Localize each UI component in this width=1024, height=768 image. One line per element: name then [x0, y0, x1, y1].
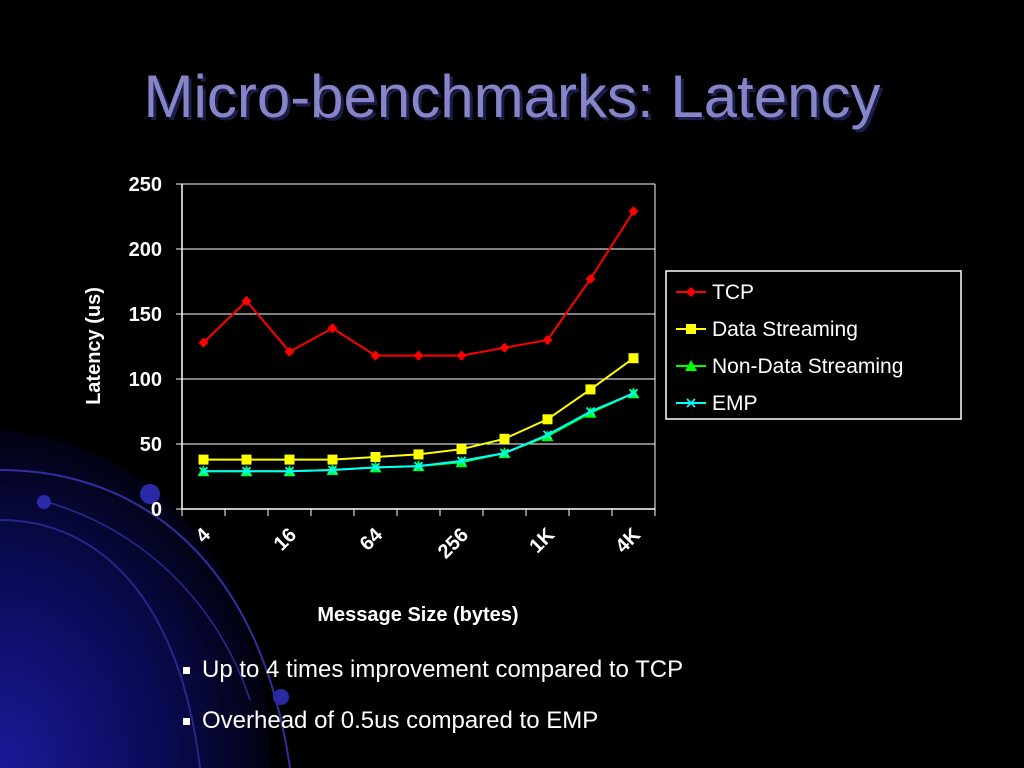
- data-point-data-streaming: [199, 455, 209, 465]
- legend-label-data-streaming: Data Streaming: [712, 318, 858, 341]
- bullet-item: Up to 4 times improvement compared to TC…: [183, 656, 683, 684]
- y-tick-label: 100: [129, 369, 162, 391]
- data-point-data-streaming: [285, 455, 295, 465]
- bullet-item: Overhead of 0.5us compared to EMP: [183, 707, 683, 735]
- data-point-tcp: [414, 351, 424, 361]
- data-point-tcp: [328, 323, 338, 333]
- legend-marker-data-streaming: [686, 324, 696, 334]
- series-lines: [198, 206, 640, 476]
- bullet-marker-icon: [183, 667, 190, 674]
- data-point-data-streaming: [414, 449, 424, 459]
- x-tick-label: 64: [356, 523, 388, 555]
- x-tick-label: 4K: [611, 524, 645, 558]
- y-tick-label: 150: [129, 304, 162, 326]
- data-point-data-streaming: [543, 414, 553, 424]
- y-axis-title: Latency (us): [83, 287, 105, 405]
- data-point-tcp: [457, 351, 467, 361]
- data-point-data-streaming: [500, 434, 510, 444]
- legend-label-emp: EMP: [712, 392, 758, 415]
- bullet-text: Overhead of 0.5us compared to EMP: [202, 707, 598, 735]
- data-point-data-streaming: [242, 455, 252, 465]
- x-tick-labels: 4 16 64 256 1K 4K: [192, 523, 646, 563]
- y-tick-label: 0: [151, 499, 162, 521]
- data-point-tcp: [629, 206, 639, 216]
- y-tick-label: 200: [129, 239, 162, 261]
- legend-label-non-data-streaming: Non-Data Streaming: [712, 355, 903, 378]
- data-point-data-streaming: [629, 353, 639, 363]
- data-point-tcp: [371, 351, 381, 361]
- data-point-data-streaming: [371, 452, 381, 462]
- x-tick-label: 4: [192, 523, 216, 547]
- bullet-marker-icon: [183, 718, 190, 725]
- x-tick-label: 16: [270, 524, 301, 555]
- y-tick-label: 250: [129, 174, 162, 196]
- data-point-data-streaming: [586, 384, 596, 394]
- data-point-tcp: [500, 343, 510, 353]
- latency-chart: 0 50 100 150 200 250 4 16 64 256 1K 4K Latency (us…: [0, 0, 1024, 650]
- bullet-list: Up to 4 times improvement compared to TC…: [183, 656, 683, 758]
- legend-label-tcp: TCP: [712, 281, 754, 304]
- data-point-data-streaming: [457, 444, 467, 454]
- x-tick-label: 1K: [525, 524, 559, 558]
- legend: TCP Data Streaming Non-Data Streaming EMP: [666, 271, 961, 419]
- data-point-data-streaming: [328, 455, 338, 465]
- x-tick-label: 256: [434, 524, 473, 563]
- bullet-text: Up to 4 times improvement compared to TC…: [202, 656, 683, 684]
- x-axis-title: Message Size (bytes): [317, 604, 518, 626]
- y-tick-label: 50: [140, 434, 162, 456]
- series-tcp: [199, 206, 639, 360]
- y-tick-labels: 0 50 100 150 200 250: [129, 174, 162, 521]
- legend-box: [666, 271, 961, 419]
- series-line-tcp: [204, 211, 634, 355]
- series-data-streaming: [199, 353, 639, 464]
